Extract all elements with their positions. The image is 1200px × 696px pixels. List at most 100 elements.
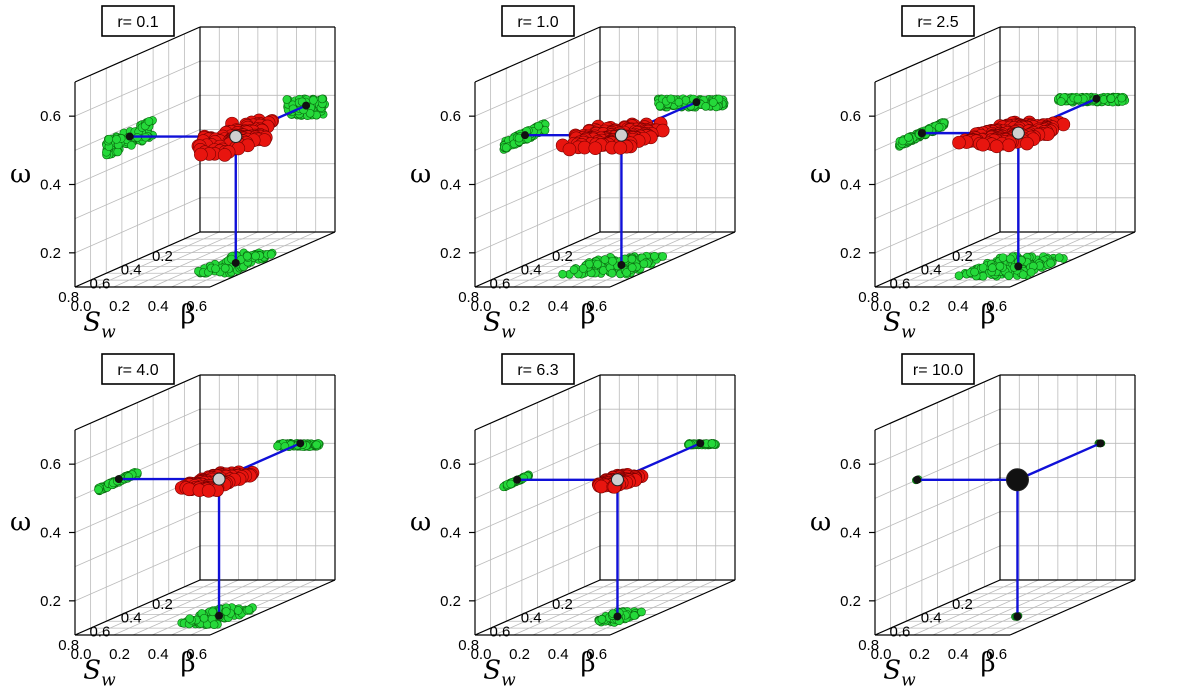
z-tick-label: 0.2 [40, 593, 61, 610]
projection-point-sw-omega [113, 147, 123, 157]
left-wall-grid-line [74, 545, 201, 602]
y-tick-label: 0.4 [948, 298, 969, 315]
projection-point-sw-beta [622, 268, 631, 277]
projection-point-sw-omega [534, 121, 543, 131]
floor-grid-line [113, 231, 239, 288]
r-label-box [901, 353, 975, 385]
projection-point-sw-beta [199, 613, 209, 623]
projection-point-sw-beta [954, 271, 964, 281]
left-wall-grid-line [874, 163, 1001, 220]
projection-point-sw-beta [597, 614, 607, 624]
r-label-box [101, 353, 175, 385]
floor-grid-line [551, 579, 678, 636]
chart-3d-scatter: 0.2 0.4 0.6 0.2 0.4 0.6 0.80.0 0.2 0.4 0.6 ω Sw β r= … [810, 353, 1136, 690]
center-marker [229, 130, 243, 144]
projection-point-sw-beta [242, 251, 252, 261]
r-label: r= 1.0 [517, 14, 558, 31]
x-axis-label: Sw [83, 307, 116, 342]
projection-point-sw-beta [658, 252, 668, 261]
floor-grid-line [132, 579, 259, 636]
projection-center-marker [215, 611, 224, 620]
projection-point-sw-beta [220, 263, 230, 273]
box-edge [209, 579, 336, 636]
box-edge [874, 231, 1001, 288]
projection-point-sw-beta [1054, 253, 1064, 262]
projection-point-beta-omega [708, 98, 718, 107]
y-tick-label: 0.6 [186, 298, 207, 315]
y-tick-label: 0.4 [548, 646, 569, 663]
projection-center-marker [696, 439, 705, 448]
projection-center-marker [513, 475, 522, 484]
z-tick-label: 0.6 [840, 456, 861, 473]
z-tick-label: 0.4 [840, 525, 861, 542]
data-point [588, 141, 603, 156]
projection-point-sw-beta [211, 264, 220, 274]
projection-point-sw-beta [266, 250, 276, 259]
y-tick-label: 0.0 [71, 298, 92, 315]
projection-point-sw-omega [501, 143, 511, 152]
chart-panel: 0.2 0.4 0.6 0.2 0.4 0.6 0.8 0.0 0.2 0.4 0.6 ω Sw β r= … [800, 0, 1200, 348]
z-tick-label: 0.2 [40, 245, 61, 262]
y-tick-label: 0.0 [871, 646, 892, 663]
projection-center-marker [114, 475, 123, 484]
x-tick-label: 0.8 [458, 637, 479, 654]
data-point [1002, 138, 1016, 153]
left-wall-grid-line [474, 545, 601, 602]
projection-point-sw-beta [251, 251, 260, 261]
projection-point-sw-omega [144, 117, 154, 126]
y-tick-label: 0.6 [986, 646, 1007, 663]
x-tick-label: 0.2 [552, 596, 573, 613]
projection-center-marker [917, 129, 926, 138]
floor-grid-line [894, 231, 1020, 288]
y-tick-label: 0.2 [509, 298, 530, 315]
projection-point-sw-beta [639, 259, 649, 269]
projection-center-marker [231, 258, 240, 267]
box-edge [609, 579, 736, 636]
projection-point-beta-omega [317, 94, 327, 104]
left-wall-grid-line [874, 60, 1001, 117]
projection-point-beta-omega [666, 94, 676, 104]
y-axis-label: β [981, 300, 996, 330]
y-axis-label: β [581, 648, 596, 678]
left-wall-grid-line [474, 60, 601, 117]
projection-center-marker [125, 132, 134, 141]
x-axis-label-main: S [883, 307, 901, 337]
data-point [1020, 136, 1034, 151]
projection-point-sw-beta [221, 607, 231, 616]
projection-point-sw-beta [1018, 270, 1028, 280]
x-axis-label-subscript: w [101, 322, 116, 342]
projection-point-beta-omega [655, 101, 665, 111]
x-tick-label: 0.2 [552, 248, 573, 265]
x-tick-label: 0.8 [58, 637, 79, 654]
projection-point-sw-beta [627, 254, 637, 264]
x-tick-label: 0.4 [521, 610, 542, 627]
z-tick-label: 0.6 [40, 456, 61, 473]
projection-point-beta-omega [273, 441, 282, 451]
projection-point-sw-beta [600, 255, 610, 264]
x-axis-label-subscript: w [901, 670, 916, 690]
center-marker [614, 128, 628, 142]
z-axis-label: ω [810, 159, 831, 189]
left-wall-grid-line [874, 511, 1001, 568]
projection-point-sw-beta [637, 607, 646, 617]
chart-3d-scatter: 0.2 0.4 0.6 0.2 0.4 0.6 0.80.0 0.2 0.4 0.6 ω Sw β r= … [410, 353, 736, 690]
projection-point-beta-omega [282, 95, 292, 104]
left-wall-grid-line [474, 163, 601, 220]
floor-grid-line [894, 579, 1020, 636]
y-axis-label: β [581, 300, 596, 330]
projection-point-sw-beta [185, 614, 195, 623]
x-axis-label-main: S [83, 307, 101, 337]
box-edge [74, 579, 201, 636]
left-wall-grid-line [474, 442, 601, 499]
x-tick-label: 0.2 [152, 248, 173, 265]
x-tick-label: 0.2 [952, 596, 973, 613]
projection-point-beta-omega [312, 440, 321, 450]
z-axis-label: ω [410, 507, 431, 537]
projection-point-sw-omega [94, 485, 103, 494]
projection-point-sw-beta [593, 259, 602, 269]
z-axis-label: ω [10, 159, 31, 189]
projection-point-sw-beta [1026, 267, 1036, 277]
z-tick-label: 0.6 [440, 456, 461, 473]
y-tick-label: 0.6 [586, 298, 607, 315]
projection-point-sw-beta [233, 606, 243, 615]
